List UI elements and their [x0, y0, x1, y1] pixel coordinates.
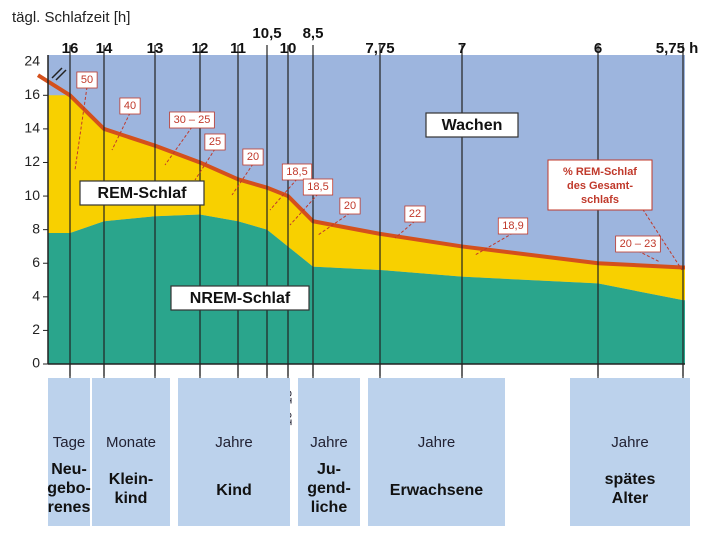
y-tick-label: 14	[24, 120, 40, 136]
axis-break	[51, 67, 67, 81]
rem-percent-label: 50	[81, 74, 93, 86]
group-name: kind	[115, 490, 148, 507]
label-box	[119, 97, 141, 115]
rem-percent-label: 18,5	[286, 166, 307, 178]
top-label: 14	[96, 40, 113, 57]
nrem-label-box	[170, 285, 310, 311]
top-label: 8,5	[303, 25, 324, 42]
rem-percent-label: 30 – 25	[174, 114, 211, 126]
y-tick-label: 4	[32, 288, 40, 304]
total-line	[36, 73, 685, 270]
rem-note: % REM-Schlaf	[563, 166, 637, 178]
top-label: 7,75	[365, 40, 394, 57]
top-label: 7	[458, 40, 466, 57]
leader	[74, 86, 88, 171]
note-box	[547, 159, 653, 211]
leader	[289, 193, 319, 226]
group-name: renes	[48, 499, 91, 516]
label-box	[302, 178, 334, 196]
rem-percent-label: 20	[344, 200, 356, 212]
group-unit: Jahre	[418, 434, 456, 451]
top-label: 6	[594, 40, 602, 57]
y-tick-label: 0	[32, 355, 40, 371]
rem-note: schlafs	[581, 194, 619, 206]
group-unit: Tage	[53, 434, 86, 451]
rem-percent-label: 20 – 23	[620, 238, 657, 250]
rem-percent-label: 40	[124, 100, 136, 112]
label-box	[615, 235, 661, 253]
label-box	[281, 163, 313, 181]
rem-note: des Gesamt-	[567, 180, 633, 192]
leader	[637, 250, 661, 263]
top-label: 16	[62, 40, 79, 57]
label-box	[204, 133, 226, 151]
rem-label-box	[79, 180, 205, 206]
group-name: Erwachsene	[390, 482, 483, 499]
y-tick-label: 2	[32, 321, 40, 337]
leader	[317, 212, 351, 236]
group-name: Neu-	[51, 461, 87, 478]
y-tick-label: 8	[32, 220, 40, 236]
leader	[474, 232, 514, 256]
rem-percent-label: 20	[247, 151, 259, 163]
group-name: spätes	[605, 471, 656, 488]
group-name: Ju-	[317, 461, 341, 478]
group-name: liche	[311, 499, 348, 516]
label-box	[339, 197, 361, 215]
wake-label-box	[425, 112, 519, 138]
label-box	[404, 205, 426, 223]
y-tick-label: 6	[32, 254, 40, 270]
y-tick-label: 12	[24, 153, 40, 169]
group-panel	[178, 378, 290, 526]
leader	[164, 126, 193, 166]
top-label: 10	[280, 40, 297, 57]
leader	[231, 163, 254, 196]
y-tick-label: 10	[24, 187, 40, 203]
top-label: 13	[147, 40, 164, 57]
y-axis-label: tägl. Schlafzeit [h]	[12, 9, 130, 26]
group-name: Klein-	[109, 471, 153, 488]
rem-percent-label: 22	[409, 208, 421, 220]
top-label: 12	[192, 40, 209, 57]
rem-label: REM-Schlaf	[98, 185, 188, 202]
leader	[111, 112, 131, 151]
group-name: Alter	[612, 490, 648, 507]
rem-percent-label: 18,5	[307, 181, 328, 193]
group-panel	[48, 378, 90, 526]
leader	[394, 220, 416, 239]
leader	[194, 148, 216, 181]
nrem-label: NREM-Schlaf	[190, 290, 291, 307]
group-panel	[368, 378, 505, 526]
leader	[639, 204, 683, 271]
group-unit: Jahre	[310, 434, 348, 451]
rem-percent-label: 25	[209, 136, 221, 148]
group-unit: Jahre	[611, 434, 649, 451]
top-label: 5,75 h	[656, 40, 699, 57]
group-name: gend-	[307, 480, 351, 497]
group-panel	[298, 378, 360, 526]
rem-percent-label: 18,9	[502, 220, 523, 232]
y-tick-label: 16	[24, 86, 40, 102]
wake-label: Wachen	[442, 117, 503, 134]
label-box	[497, 217, 529, 235]
label-box	[242, 148, 264, 166]
group-name: gebo-	[47, 480, 91, 497]
y-tick-label: 24	[24, 53, 40, 69]
group-panel	[570, 378, 690, 526]
leader	[269, 178, 298, 211]
area	[48, 214, 685, 364]
top-label: 11	[230, 40, 246, 57]
group-unit: Jahre	[215, 434, 253, 451]
group-panel	[92, 378, 170, 526]
group-unit: Monate	[106, 434, 156, 451]
label-box	[76, 71, 98, 89]
group-name: Kind	[216, 482, 252, 499]
top-label: 10,5	[252, 25, 281, 42]
label-box	[169, 111, 215, 129]
